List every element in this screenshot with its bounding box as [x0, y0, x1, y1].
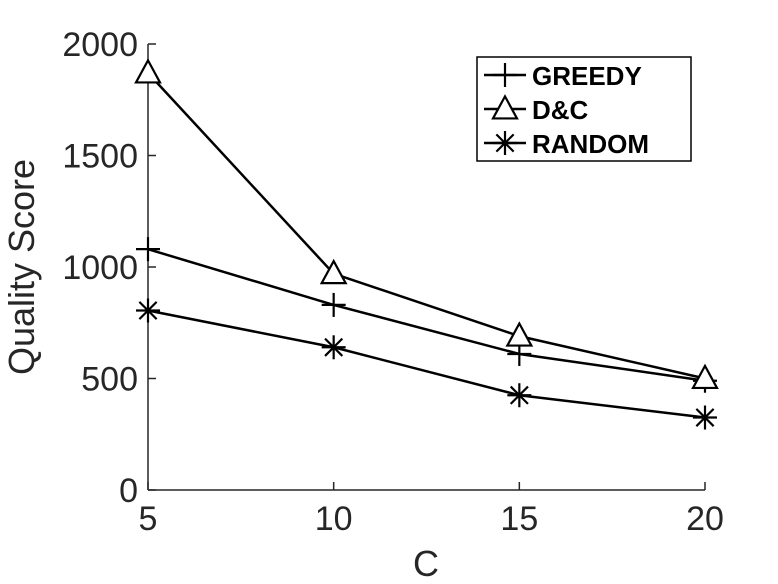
legend-label-greedy: GREEDY: [532, 61, 642, 91]
data-point-greedy: [321, 292, 346, 317]
x-ticks: 5 10 15 20: [139, 482, 724, 538]
x-tick-label: 5: [139, 500, 158, 538]
legend-label-d-c: D&C: [532, 95, 589, 125]
y-tick-label: 500: [81, 361, 138, 399]
series-line-random: [147, 309, 706, 419]
legend-marker-greedy: [493, 63, 517, 87]
y-tick-label: 1000: [62, 249, 138, 287]
data-point-d-c: [691, 363, 719, 390]
data-point-random: [693, 405, 717, 430]
x-tick-label: 20: [686, 500, 724, 538]
data-point-d-c: [319, 258, 348, 285]
data-point-random: [136, 298, 160, 323]
y-tick-label: 2000: [62, 26, 138, 64]
legend-items: GREEDY D&C RANDOM: [484, 61, 649, 159]
series-line-greedy: [147, 247, 706, 382]
data-point-random: [321, 335, 346, 360]
x-tick-label: 15: [500, 500, 538, 538]
legend-marker-d-c: [491, 94, 519, 120]
y-axis-label: Quality Score: [1, 159, 42, 375]
y-tick-label: 1500: [62, 138, 138, 176]
data-point-greedy: [136, 237, 160, 262]
y-tick-label: 0: [119, 472, 138, 510]
x-axis-label: C: [413, 543, 439, 584]
legend-marker-random: [493, 131, 517, 155]
data-point-d-c: [505, 321, 534, 347]
series-layer: [134, 58, 719, 430]
legend-label-random: RANDOM: [532, 129, 649, 159]
legend: GREEDY D&C RANDOM: [476, 56, 692, 162]
x-tick-label: 10: [315, 500, 353, 538]
data-point-random: [507, 383, 532, 408]
y-ticks: 0 500 1000 1500 2000: [62, 26, 156, 510]
series-line-d-c: [147, 72, 706, 380]
data-point-d-c: [134, 58, 162, 84]
